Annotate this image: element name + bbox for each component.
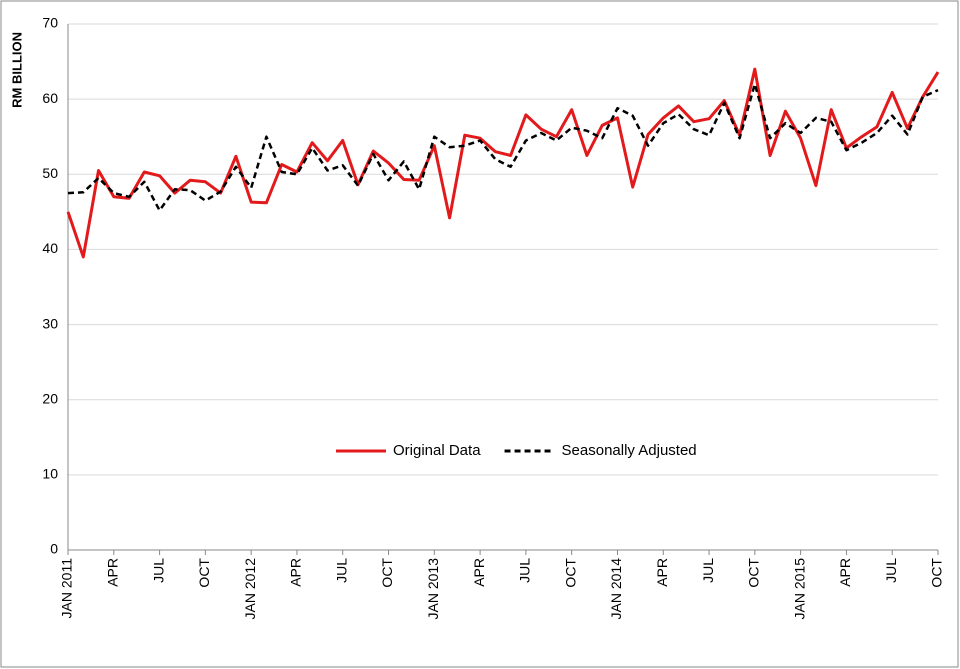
- x-tick-label: JAN 2015: [791, 558, 807, 620]
- y-tick-label: 50: [42, 165, 58, 181]
- y-tick-label: 10: [42, 466, 58, 482]
- y-tick-label: 40: [42, 240, 58, 256]
- x-tick-label: APR: [654, 558, 670, 587]
- x-tick-label: APR: [837, 558, 853, 587]
- x-tick-label: JAN 2013: [425, 558, 441, 620]
- x-tick-label: JUL: [150, 558, 166, 583]
- x-tick-label: JUL: [700, 558, 716, 583]
- x-tick-label: OCT: [746, 558, 762, 588]
- legend-label: Seasonally Adjusted: [562, 442, 697, 459]
- x-tick-label: APR: [471, 558, 487, 587]
- x-tick-label: JUL: [517, 558, 533, 583]
- legend-label: Original Data: [393, 442, 481, 459]
- x-tick-label: JAN 2014: [608, 558, 624, 620]
- y-tick-label: 0: [50, 541, 58, 557]
- x-tick-label: JUL: [883, 558, 899, 583]
- x-tick-label: OCT: [929, 558, 945, 588]
- y-tick-label: 70: [42, 15, 58, 31]
- x-tick-label: OCT: [562, 558, 578, 588]
- x-tick-label: APR: [104, 558, 120, 587]
- x-tick-label: JAN 2012: [242, 558, 258, 620]
- x-tick-label: JUL: [333, 558, 349, 583]
- series-line: [66, 67, 940, 259]
- series-line: [67, 82, 939, 212]
- x-tick-label: JAN 2011: [59, 558, 75, 619]
- y-tick-label: 30: [42, 315, 58, 331]
- y-tick-label: 60: [42, 90, 58, 106]
- x-tick-label: OCT: [379, 558, 395, 588]
- y-axis-label: RM BILLION: [9, 32, 24, 108]
- x-tick-label: OCT: [196, 558, 212, 588]
- y-tick-label: 20: [42, 390, 58, 406]
- x-tick-label: APR: [288, 558, 304, 587]
